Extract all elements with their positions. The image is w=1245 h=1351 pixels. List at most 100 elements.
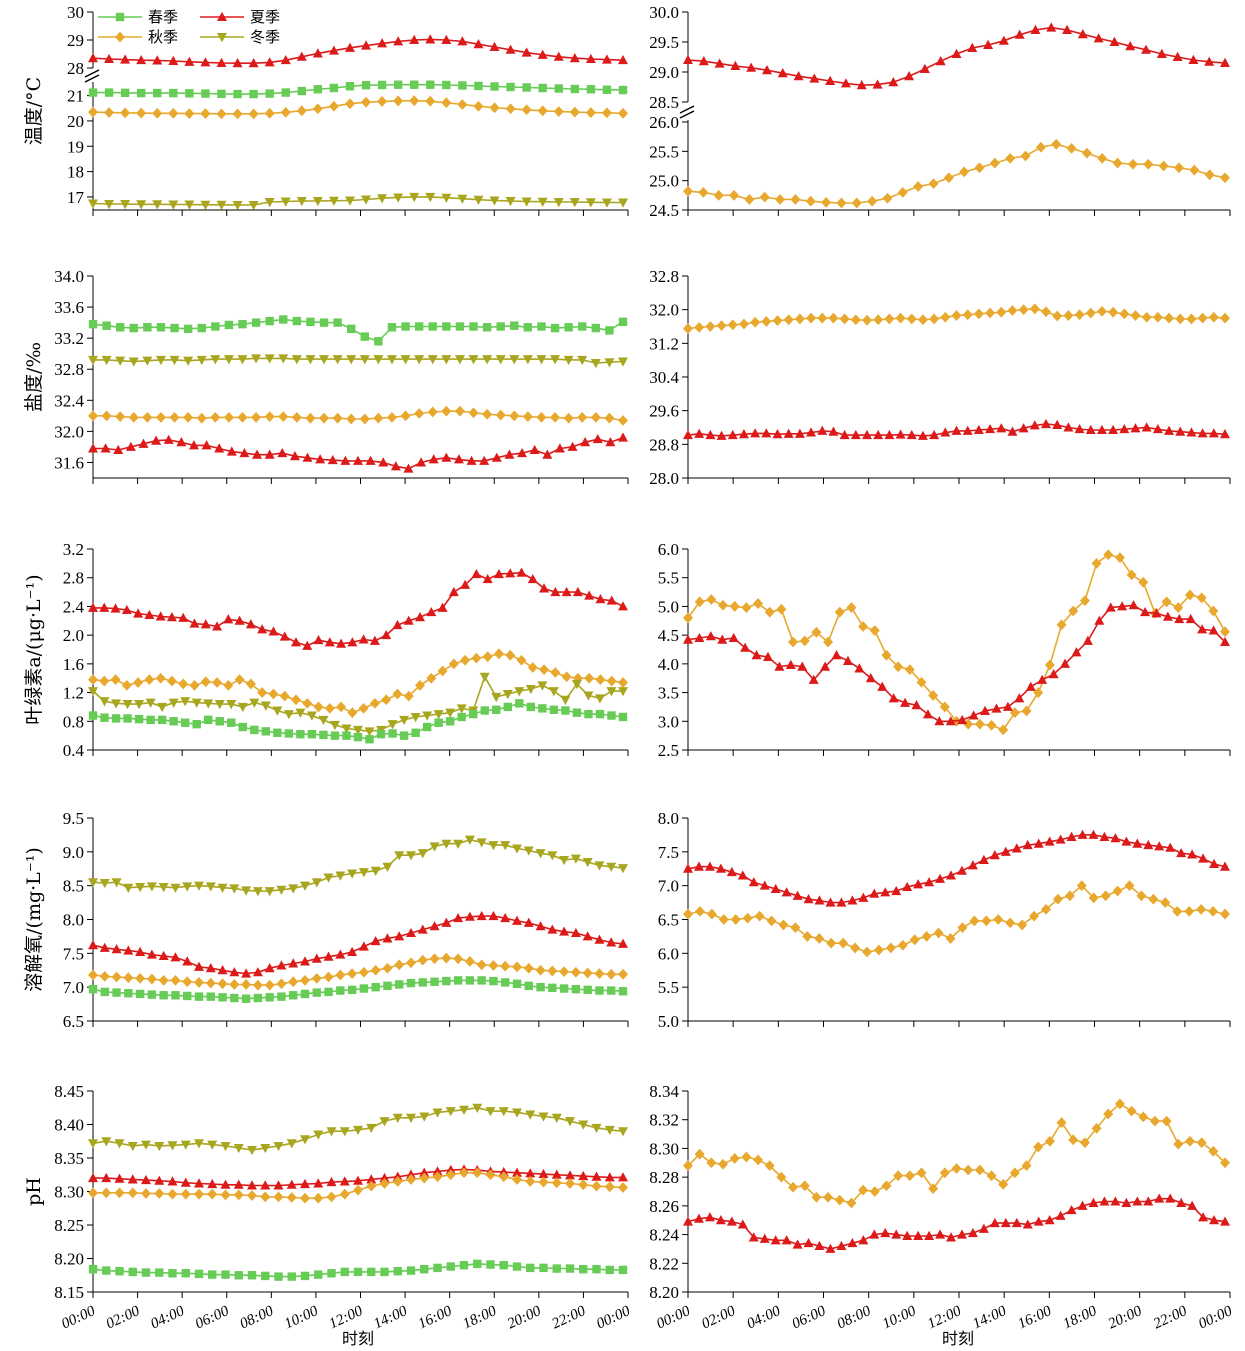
data-point-夏季 xyxy=(479,455,490,465)
x-tick-label: 00:00 xyxy=(594,1303,633,1333)
data-point-秋季 xyxy=(468,407,479,419)
data-point-春季 xyxy=(345,82,355,91)
data-point-秋季 xyxy=(862,314,872,326)
data-point-秋季 xyxy=(154,1188,165,1199)
data-point-冬季 xyxy=(341,724,352,734)
data-point-春季 xyxy=(327,1269,336,1278)
data-point-秋季 xyxy=(1091,557,1102,569)
data-point-冬季 xyxy=(441,839,452,849)
data-point-夏季 xyxy=(601,54,612,64)
data-point-秋季 xyxy=(205,977,216,989)
data-point-春季 xyxy=(100,713,109,722)
data-point-春季 xyxy=(218,993,227,1002)
data-point-冬季 xyxy=(280,197,291,207)
legend-entry-秋季: 秋季 xyxy=(98,28,178,46)
data-point-春季 xyxy=(365,735,374,744)
data-point-冬季 xyxy=(594,694,605,704)
data-point-秋季 xyxy=(482,651,493,663)
data-point-冬季 xyxy=(570,854,581,864)
data-point-春季 xyxy=(376,730,386,739)
data-point-春季 xyxy=(453,976,463,985)
data-point-秋季 xyxy=(959,166,970,178)
series-秋季 xyxy=(88,1167,628,1204)
data-point-春季 xyxy=(102,321,111,330)
y-tick-label: 8.30 xyxy=(649,1139,679,1158)
data-point-冬季 xyxy=(223,355,234,365)
data-point-夏季 xyxy=(512,915,522,925)
data-point-夏季 xyxy=(888,77,899,87)
series-春季 xyxy=(88,315,628,346)
data-point-冬季 xyxy=(152,200,163,210)
data-point-夏季 xyxy=(1165,1193,1176,1203)
data-point-夏季 xyxy=(1088,829,1099,839)
data-point-夏季 xyxy=(370,935,381,946)
data-point-夏季 xyxy=(99,942,110,952)
data-point-春季 xyxy=(592,1265,601,1274)
y-tick-label: 6.5 xyxy=(63,1012,84,1031)
data-point-夏季 xyxy=(504,449,515,459)
legend-entry-春季: 春季 xyxy=(98,8,178,26)
y-tick-label: 9.5 xyxy=(63,809,84,828)
data-point-秋季 xyxy=(1220,1157,1230,1169)
data-point-春季 xyxy=(146,715,155,725)
series-秋季 xyxy=(683,549,1230,736)
data-point-春季 xyxy=(388,729,397,738)
series-line-冬季 xyxy=(92,196,623,206)
data-point-夏季 xyxy=(302,452,313,462)
data-point-秋季 xyxy=(916,1167,927,1179)
data-point-冬季 xyxy=(115,356,126,366)
data-point-夏季 xyxy=(390,461,401,471)
data-point-秋季 xyxy=(741,602,752,613)
data-point-夏季 xyxy=(705,631,716,641)
data-point-秋季 xyxy=(535,964,546,976)
data-point-秋季 xyxy=(437,665,448,677)
data-point-春季 xyxy=(583,985,592,995)
data-point-夏季 xyxy=(1007,426,1018,436)
data-point-夏季 xyxy=(125,441,136,451)
data-point-秋季 xyxy=(754,910,765,922)
data-point-秋季 xyxy=(536,412,547,423)
data-point-夏季 xyxy=(618,1172,628,1182)
data-point-夏季 xyxy=(929,429,940,440)
data-point-夏季 xyxy=(1014,29,1025,39)
data-point-冬季 xyxy=(618,357,628,367)
legend-label: 春季 xyxy=(148,8,178,26)
data-point-夏季 xyxy=(683,634,693,644)
data-point-春季 xyxy=(233,89,242,99)
data-point-秋季 xyxy=(683,185,693,197)
data-point-冬季 xyxy=(441,355,452,365)
data-point-夏季 xyxy=(825,1243,836,1253)
data-point-夏季 xyxy=(891,885,902,896)
data-point-夏季 xyxy=(441,917,452,927)
panel-5: 0.4 0.8 1.2 1.6 2.0 2.4 2.8 3.2 叶绿素a/(μg·L⁻¹) xyxy=(23,540,629,760)
data-point-秋季 xyxy=(1196,903,1207,915)
data-point-夏季 xyxy=(1055,1210,1066,1220)
data-point-春季 xyxy=(401,322,410,331)
data-point-秋季 xyxy=(577,412,588,423)
data-point-夏季 xyxy=(847,895,858,905)
data-point-冬季 xyxy=(548,687,559,697)
y-tick-label: 7.5 xyxy=(63,944,84,963)
data-point-春季 xyxy=(183,991,192,1001)
data-point-秋季 xyxy=(88,674,98,686)
data-point-春季 xyxy=(147,990,157,999)
data-point-春季 xyxy=(300,989,310,999)
data-point-春季 xyxy=(618,712,628,722)
data-point-冬季 xyxy=(127,1141,138,1152)
data-point-夏季 xyxy=(441,34,452,44)
data-point-冬季 xyxy=(585,198,596,208)
data-point-夏季 xyxy=(1055,834,1066,844)
data-point-冬季 xyxy=(128,357,139,367)
data-point-冬季 xyxy=(332,355,343,365)
data-point-秋季 xyxy=(257,687,268,698)
data-point-秋季 xyxy=(136,107,147,119)
y-tick-label: 28.8 xyxy=(649,435,679,454)
data-point-夏季 xyxy=(825,897,836,907)
data-point-夏季 xyxy=(1176,1197,1187,1207)
data-point-秋季 xyxy=(525,1176,536,1187)
data-point-冬季 xyxy=(183,356,194,366)
data-point-秋季 xyxy=(998,1178,1009,1190)
data-point-冬季 xyxy=(217,883,228,893)
data-point-夏季 xyxy=(264,963,275,973)
data-point-秋季 xyxy=(766,915,777,927)
